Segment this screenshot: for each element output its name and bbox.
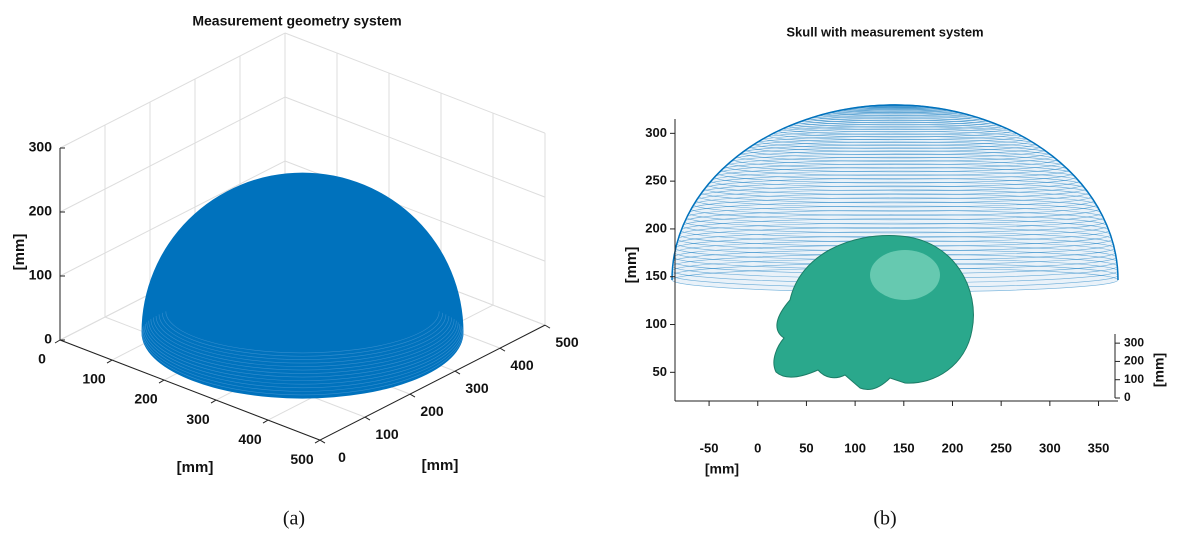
x-tick-label: 150 (893, 440, 915, 455)
caption: (b) (873, 508, 896, 530)
grid-line (60, 33, 285, 148)
tick-mark (320, 440, 325, 443)
x-axis-label: [mm] (177, 459, 214, 476)
z-tick-label: 100 (645, 316, 667, 331)
z-tick-label: 300 (645, 125, 667, 140)
chart-title: Measurement geometry system (192, 13, 401, 29)
hemisphere (142, 173, 464, 399)
z-tick-label: 200 (29, 203, 53, 219)
z-tick-label: 100 (29, 267, 53, 283)
y-axis-label: [mm] (422, 457, 459, 474)
y-tick-label: 300 (1124, 335, 1144, 349)
chart-title: Skull with measurement system (786, 24, 983, 39)
x-tick-label: 50 (799, 440, 813, 455)
z-tick-label: 200 (645, 220, 667, 235)
y-tick-label: 0 (338, 449, 346, 465)
caption: (a) (283, 508, 305, 530)
x-tick-label: -50 (700, 440, 719, 455)
tick-mark (159, 380, 164, 383)
x-tick-label: 200 (134, 391, 158, 407)
x-tick-label: 400 (238, 431, 262, 447)
y-tick-label: 300 (465, 380, 489, 396)
y-tick-label: 500 (555, 334, 579, 350)
x-axis-label: [mm] (705, 461, 739, 477)
y-tick-label: 200 (1124, 354, 1144, 368)
tick-mark (500, 348, 505, 351)
z-tick-label: 50 (653, 364, 667, 379)
tick-mark (455, 371, 460, 374)
tick-mark (107, 360, 112, 363)
y-tick-label: 100 (1124, 372, 1144, 386)
z-axis-label: [mm] (11, 234, 28, 271)
y-tick-label: 100 (375, 426, 399, 442)
x-tick-label: 250 (990, 440, 1012, 455)
z-tick-label: 0 (44, 331, 52, 347)
y-tick-label: 200 (420, 403, 444, 419)
y-tick-label: 0 (1124, 390, 1131, 404)
z-tick-label: 300 (29, 139, 53, 155)
tick-mark (410, 394, 415, 397)
tick-mark (545, 325, 550, 328)
x-tick-label: 100 (844, 440, 866, 455)
skull-highlight (870, 250, 940, 300)
y-axis-label: [mm] (1151, 353, 1167, 387)
figure: Measurement geometry system Skull with m… (0, 0, 1178, 537)
tick-mark (315, 440, 320, 443)
x-tick-label: 350 (1088, 440, 1110, 455)
x-tick-label: 200 (942, 440, 964, 455)
tick-mark (55, 340, 60, 343)
tick-mark (211, 400, 216, 403)
z-tick-label: 250 (645, 173, 667, 188)
x-tick-label: 500 (290, 451, 314, 467)
y-tick-label: 400 (510, 357, 534, 373)
x-tick-label: 300 (186, 411, 210, 427)
z-axis-label: [mm] (623, 247, 640, 284)
grid-line (285, 33, 545, 133)
x-tick-label: 100 (82, 371, 106, 387)
x-tick-label: 0 (38, 351, 46, 367)
z-tick-label: 150 (645, 268, 667, 283)
x-tick-label: 300 (1039, 440, 1061, 455)
x-tick-label: 0 (754, 440, 761, 455)
tick-mark (263, 420, 268, 423)
tick-mark (365, 417, 370, 420)
